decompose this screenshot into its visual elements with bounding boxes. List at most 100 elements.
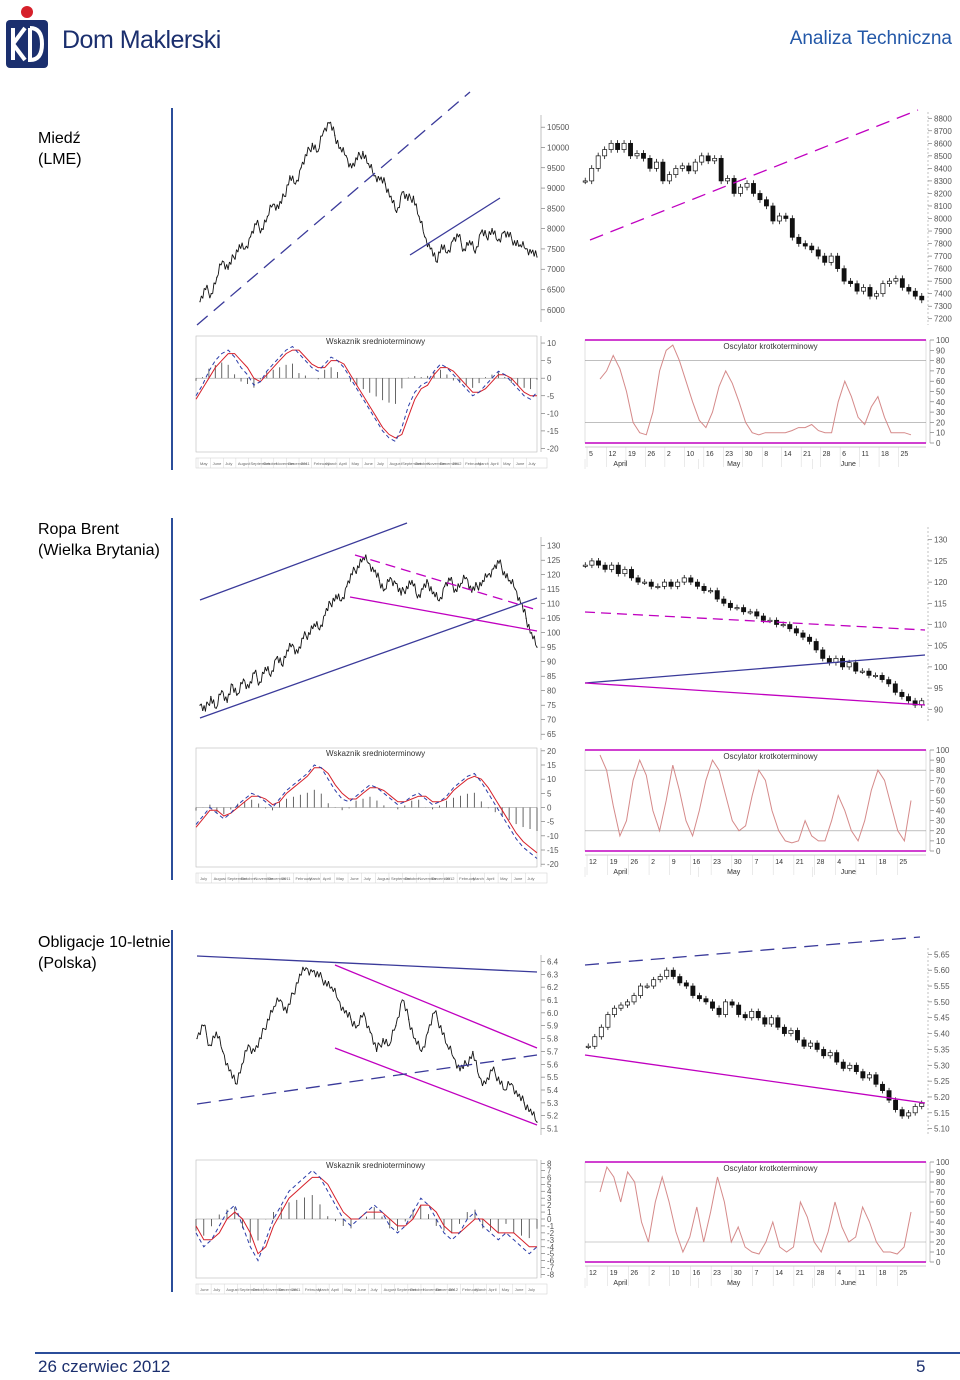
x-tick-label: 11 bbox=[858, 1270, 865, 1277]
price-segment bbox=[275, 997, 278, 1007]
price-segment bbox=[428, 242, 431, 250]
price-segment bbox=[289, 992, 293, 1005]
price-segment bbox=[327, 600, 330, 611]
y-axis-tick-label: 7400 bbox=[934, 290, 952, 299]
x-tick-label: 11 bbox=[862, 451, 869, 458]
candle bbox=[651, 979, 657, 987]
price-segment bbox=[199, 295, 202, 302]
candle bbox=[747, 611, 753, 614]
x-tick-label: September bbox=[391, 876, 411, 881]
price-segment bbox=[214, 1032, 217, 1039]
candle bbox=[696, 995, 702, 1000]
price-segment bbox=[377, 175, 381, 181]
stoch-title: Oscylator krotkoterminowy bbox=[723, 752, 817, 761]
y-axis-tick-label: 20 bbox=[936, 418, 945, 427]
x-tick-label: August bbox=[226, 1287, 239, 1292]
candle bbox=[800, 632, 806, 638]
price-segment bbox=[407, 580, 410, 590]
price-segment bbox=[403, 1000, 406, 1012]
x-tick-label: April bbox=[486, 876, 494, 881]
month-label: June bbox=[841, 869, 856, 876]
y-axis-tick-label: 5.15 bbox=[934, 1109, 950, 1118]
y-axis-tick-label: 5.65 bbox=[934, 950, 950, 959]
y-axis-tick-label: 7200 bbox=[934, 315, 952, 324]
candle bbox=[768, 1017, 774, 1025]
price-segment bbox=[431, 247, 434, 257]
price-segment bbox=[219, 690, 223, 696]
price-segment bbox=[515, 1090, 519, 1097]
y-axis-tick-label: 10500 bbox=[547, 123, 570, 132]
candle bbox=[899, 278, 905, 288]
price-segment bbox=[477, 234, 480, 248]
price-segment bbox=[217, 693, 220, 706]
candle bbox=[912, 290, 918, 297]
section-divider bbox=[171, 108, 173, 470]
candle bbox=[742, 1014, 748, 1019]
price-segment bbox=[456, 583, 459, 593]
y-axis-tick-label: 7500 bbox=[934, 277, 952, 286]
price-segment bbox=[398, 195, 402, 208]
stoch-frame bbox=[584, 1161, 927, 1263]
price-segment bbox=[461, 574, 465, 584]
stoch-frame bbox=[584, 749, 927, 852]
y-axis-tick-label: 8700 bbox=[934, 127, 952, 136]
y-axis-tick-label: 8200 bbox=[934, 189, 952, 198]
price-segment bbox=[425, 238, 428, 248]
candle bbox=[822, 255, 828, 263]
price-segment bbox=[321, 131, 325, 137]
candle bbox=[788, 1030, 794, 1034]
section-divider bbox=[171, 518, 173, 880]
price-segment bbox=[215, 277, 218, 285]
price-segment bbox=[509, 232, 513, 239]
candle bbox=[642, 581, 648, 584]
candle bbox=[783, 215, 789, 219]
candle bbox=[708, 590, 714, 593]
price-segment bbox=[384, 183, 388, 193]
price-segment bbox=[313, 970, 317, 978]
y-axis-tick-label: 9000 bbox=[547, 184, 565, 193]
price-segment bbox=[354, 157, 357, 167]
y-axis-tick-label: 0 bbox=[936, 1258, 941, 1267]
x-tick-label: 21 bbox=[796, 1270, 804, 1277]
price-segment bbox=[437, 1019, 440, 1029]
trendline bbox=[196, 1054, 538, 1105]
x-tick-label: March bbox=[478, 461, 489, 466]
x-tick-label: April bbox=[331, 1287, 339, 1292]
y-axis-tick-label: 10 bbox=[936, 429, 945, 438]
price-segment bbox=[353, 1021, 357, 1029]
x-tick-label: July bbox=[371, 1287, 378, 1292]
x-tick-label: December bbox=[288, 461, 307, 466]
price-segment bbox=[483, 573, 486, 582]
price-segment bbox=[365, 154, 368, 164]
y-axis-tick-label: 90 bbox=[936, 756, 945, 765]
candle bbox=[618, 1004, 624, 1009]
candle bbox=[906, 287, 912, 292]
candle bbox=[751, 183, 756, 194]
price-segment bbox=[358, 1015, 362, 1026]
price-segment bbox=[358, 558, 361, 569]
price-segment bbox=[467, 240, 471, 246]
y-axis-tick-label: 5 bbox=[547, 1180, 552, 1189]
price-segment bbox=[353, 566, 356, 571]
price-segment bbox=[247, 238, 250, 249]
price-segment bbox=[230, 1069, 233, 1079]
price-segment bbox=[361, 1012, 365, 1018]
y-axis-tick-label: 100 bbox=[934, 663, 948, 672]
candle bbox=[919, 1102, 925, 1107]
x-tick-label: June bbox=[515, 1287, 524, 1292]
price-segment bbox=[243, 678, 246, 682]
price-segment bbox=[422, 583, 425, 590]
price-segment bbox=[204, 701, 208, 712]
x-tick-label: April bbox=[490, 461, 498, 466]
price-segment bbox=[270, 670, 273, 677]
price-segment bbox=[369, 1031, 373, 1035]
price-segment bbox=[400, 999, 403, 1004]
price-segment bbox=[320, 972, 323, 979]
x-tick-label: 23 bbox=[713, 1270, 721, 1277]
price-segment bbox=[512, 579, 515, 588]
price-segment bbox=[259, 228, 263, 234]
price-segment bbox=[310, 143, 313, 153]
x-tick-label: September bbox=[239, 1287, 259, 1292]
x-tick-label: October bbox=[410, 1287, 425, 1292]
candle bbox=[644, 985, 650, 988]
